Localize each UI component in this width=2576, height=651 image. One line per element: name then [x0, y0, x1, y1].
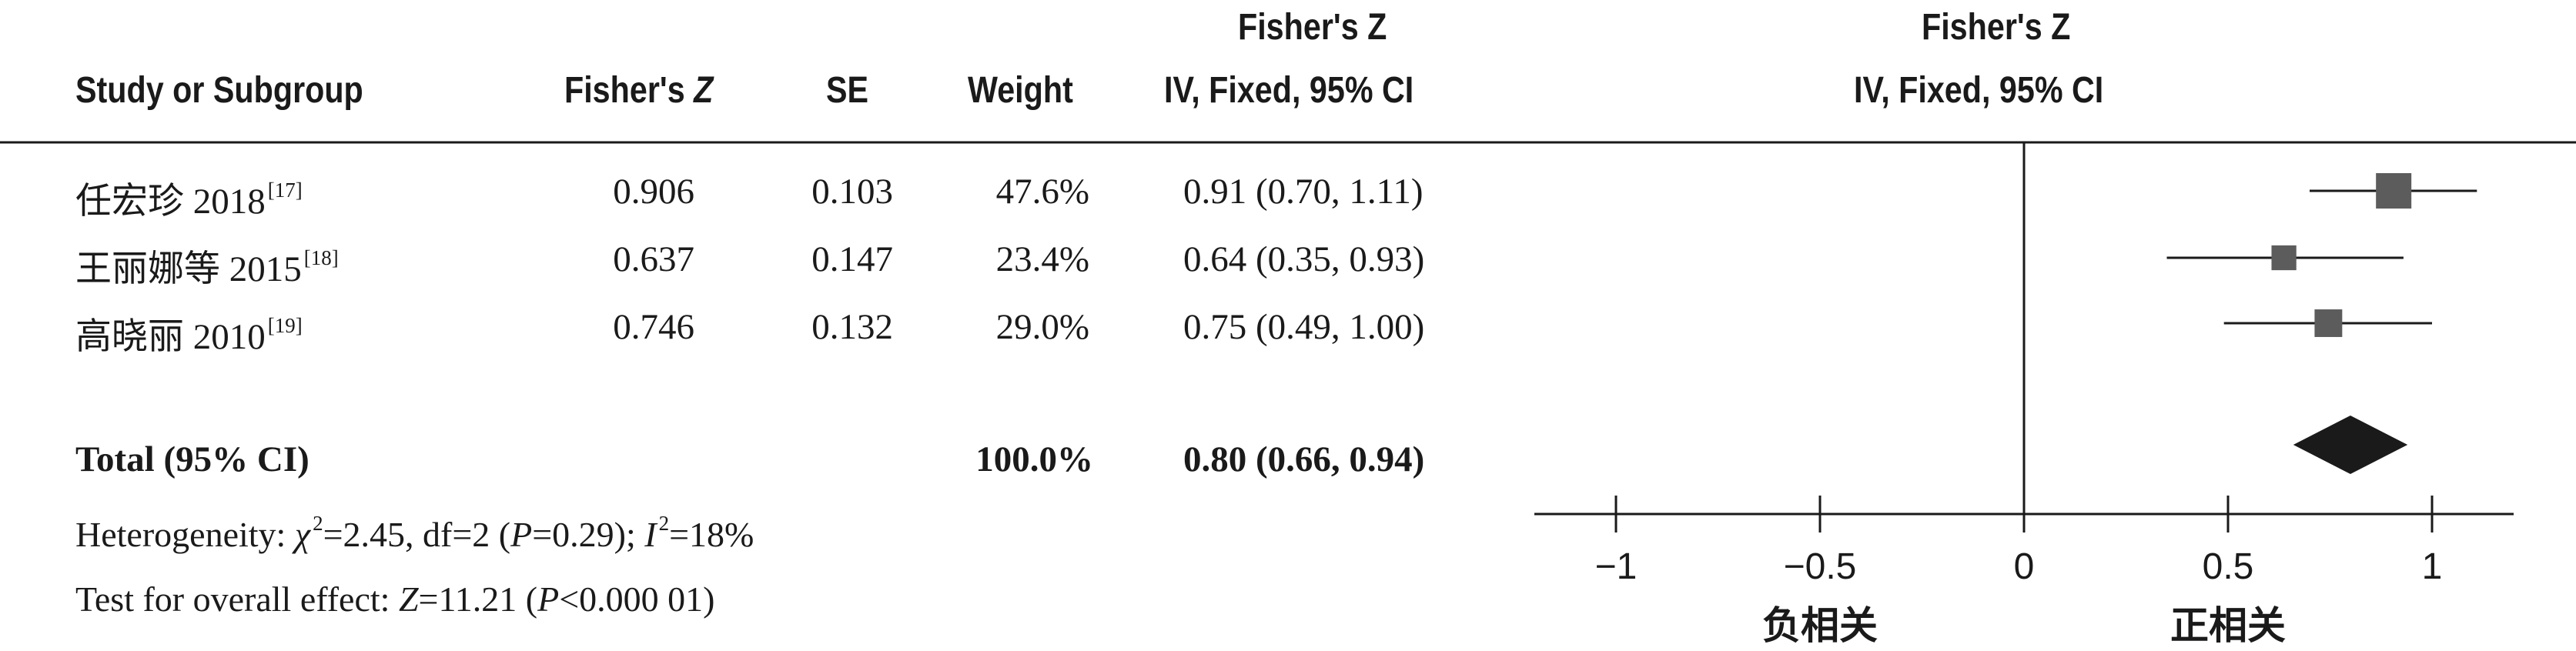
fishers-z-symbol: Z [694, 70, 714, 111]
weight-value: 29.0% [995, 307, 1089, 347]
fishers-z-value: 0.906 [613, 172, 694, 212]
x-tick-label: −0.5 [1784, 546, 1857, 587]
ci-value: 0.64 (0.35, 0.93) [1183, 239, 1425, 279]
x-tick-label: 0.5 [2203, 546, 2254, 587]
plot-header-top: Fisher's Z [1922, 7, 2071, 48]
x-tick-label: 0 [2014, 546, 2035, 587]
se-value: 0.103 [811, 172, 893, 212]
plot-header-ci: IV, Fixed, 95% CI [1854, 70, 2104, 111]
column-header-fishers-z: Fisher's Z [564, 69, 713, 112]
left-direction-label: 负相关 [1762, 603, 1878, 648]
se-value: 0.147 [811, 239, 893, 279]
study-name: 高晓丽 2010 [19] [75, 314, 303, 357]
column-header-se: SE [826, 70, 869, 111]
total-label: Total (95% CI) [75, 439, 309, 479]
column-header-ci: IV, Fixed, 95% CI [1164, 70, 1414, 111]
column-header-study: Study or Subgroup [75, 70, 363, 111]
se-value: 0.132 [811, 307, 893, 347]
x-tick-label: −1 [1595, 546, 1638, 587]
fishers-z-label: Fisher's [564, 70, 685, 111]
right-direction-label: 正相关 [2170, 603, 2286, 648]
study-name: 任宏珍 2018 [17] [75, 179, 303, 222]
weight-value: 23.4% [995, 239, 1089, 279]
study-point-square [2271, 245, 2297, 271]
ci-value: 0.75 (0.49, 1.00) [1183, 307, 1425, 347]
study-name: 王丽娜等 2015 [18] [75, 246, 339, 289]
column-header-weight: Weight [968, 70, 1073, 111]
total-ci: 0.80 (0.66, 0.94) [1183, 439, 1425, 479]
ci-value: 0.91 (0.70, 1.11) [1183, 172, 1423, 212]
x-tick-label: 1 [2422, 546, 2443, 587]
fishers-z-value: 0.637 [613, 239, 694, 279]
fishers-z-value: 0.746 [613, 307, 694, 347]
heterogeneity-text: Heterogeneity: χ 2=2.45, df=2 (P=0.29); I… [75, 512, 754, 554]
study-point-square [2314, 309, 2343, 337]
total-weight: 100.0% [975, 439, 1093, 479]
study-point-square [2376, 173, 2412, 209]
weight-value: 47.6% [995, 172, 1089, 212]
effect-size-header-top: Fisher's Z [1238, 7, 1387, 48]
overall-effect-text: Test for overall effect: Z=11.21 (P<0.00… [75, 579, 715, 619]
pooled-diamond [2293, 416, 2408, 474]
